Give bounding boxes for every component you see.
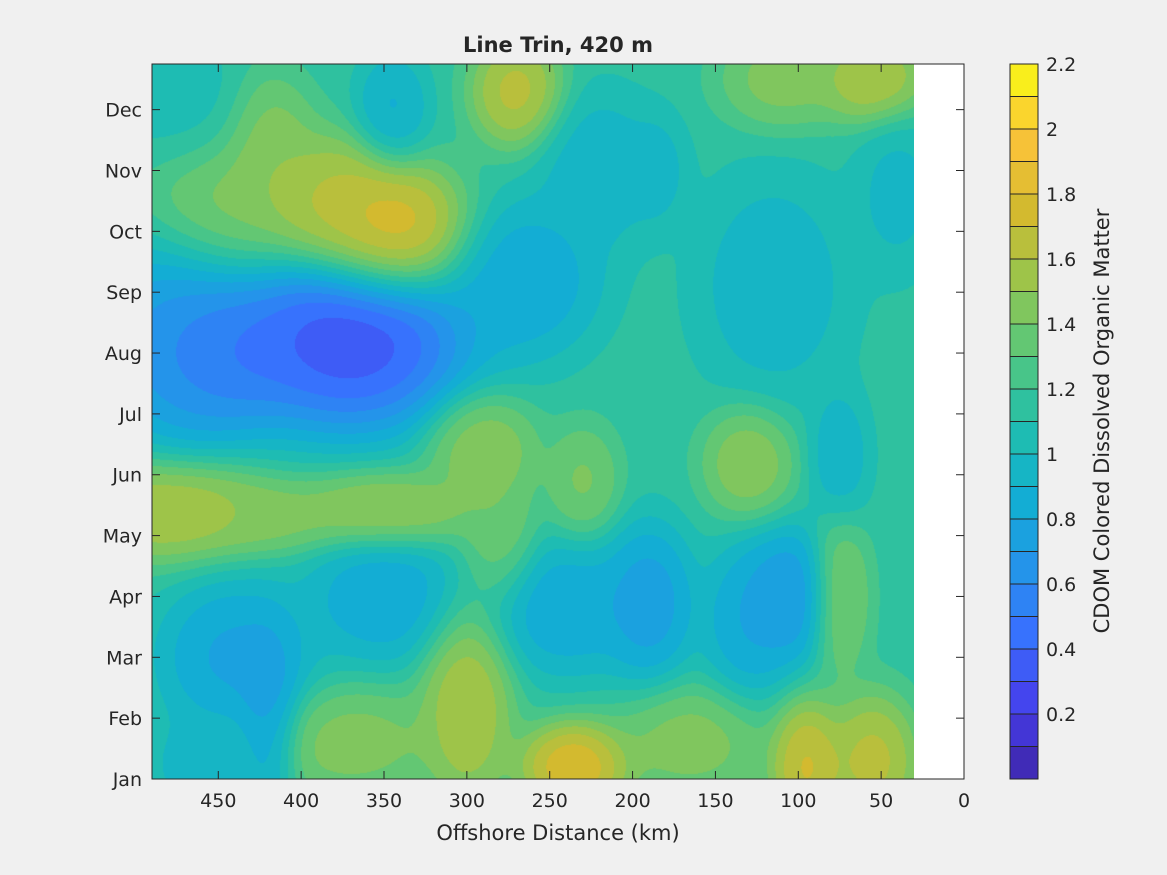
y-tick-label: Aug <box>105 343 142 365</box>
x-tick-label: 450 <box>200 790 236 812</box>
plot-frame <box>151 63 965 780</box>
colorbar-band <box>1010 96 1038 130</box>
x-tick-label: 400 <box>283 790 319 812</box>
colorbar-band <box>1010 584 1038 617</box>
x-tick-label: 300 <box>449 790 485 812</box>
colorbar-tick-label: 2.2 <box>1046 54 1076 76</box>
colorbar-tick-label: 2 <box>1046 119 1058 141</box>
y-tick-label: Jul <box>118 404 142 426</box>
y-tick-label: Jan <box>112 769 142 791</box>
colorbar-band <box>1010 356 1038 390</box>
colorbar-band <box>1010 454 1038 487</box>
x-tick-label: 0 <box>958 790 970 812</box>
colorbar-band <box>1010 226 1038 260</box>
y-tick-label: Feb <box>108 708 142 730</box>
y-tick-label: Apr <box>109 586 142 608</box>
y-tick-label: Dec <box>105 100 142 122</box>
colorbar-band <box>1010 616 1038 650</box>
contour-field <box>152 64 914 779</box>
colorbar-band <box>1010 259 1038 292</box>
colorbar-band <box>1010 519 1038 552</box>
colorbar-band <box>1010 551 1038 585</box>
colorbar-tick-label: 0.2 <box>1046 704 1076 726</box>
colorbar-band <box>1010 64 1038 97</box>
x-axis: 450 400 350 300 250 200 150 100 50 0 <box>200 64 970 812</box>
colorbar-band <box>1010 194 1038 227</box>
x-tick-label: 100 <box>780 790 816 812</box>
y-axis: Jan Feb Mar Apr May Jun Jul Aug Sep Oct Nov Dec <box>103 100 964 791</box>
colorbar-band <box>1010 324 1038 357</box>
contour-image <box>152 64 914 779</box>
y-tick-label: Jun <box>111 465 142 487</box>
y-tick-label: May <box>103 526 142 548</box>
colorbar-band <box>1010 649 1038 682</box>
colorbar-band <box>1010 486 1038 520</box>
colorbar-tick-label: 1 <box>1046 444 1058 466</box>
x-tick-label: 200 <box>614 790 650 812</box>
colorbar-label: CDOM Colored Dissolved Organic Matter <box>1090 208 1114 633</box>
y-tick-label: Sep <box>106 282 142 304</box>
colorbar-band <box>1010 421 1038 455</box>
colorbar <box>1009 63 1039 780</box>
colorbar-band <box>1010 129 1038 162</box>
colorbar-ticks: 0.2 0.4 0.6 0.8 1 1.2 1.4 1.6 1.8 2 2.2 <box>1046 54 1076 726</box>
chart-title: Line Trin, 420 m <box>463 33 653 57</box>
colorbar-tick-label: 0.6 <box>1046 574 1076 596</box>
x-tick-label: 250 <box>532 790 568 812</box>
x-axis-label: Offshore Distance (km) <box>436 821 679 845</box>
colorbar-tick-label: 1.4 <box>1046 314 1076 336</box>
y-tick-label: Oct <box>109 221 142 243</box>
x-tick-label: 350 <box>366 790 402 812</box>
colorbar-tick-label: 0.8 <box>1046 509 1076 531</box>
y-tick-label: Nov <box>105 160 142 182</box>
colorbar-tick-label: 1.8 <box>1046 184 1076 206</box>
colorbar-band <box>1010 714 1038 747</box>
colorbar-tick-label: 1.6 <box>1046 249 1076 271</box>
colorbar-band <box>1010 681 1038 715</box>
colorbar-band <box>1010 746 1038 780</box>
y-tick-label: Mar <box>106 647 142 669</box>
x-tick-label: 50 <box>869 790 893 812</box>
x-tick-label: 150 <box>697 790 733 812</box>
colorbar-band <box>1010 389 1038 422</box>
colorbar-band <box>1010 161 1038 195</box>
colorbar-tick-label: 0.4 <box>1046 639 1076 661</box>
colorbar-band <box>1010 291 1038 325</box>
colorbar-tick-label: 1.2 <box>1046 379 1076 401</box>
